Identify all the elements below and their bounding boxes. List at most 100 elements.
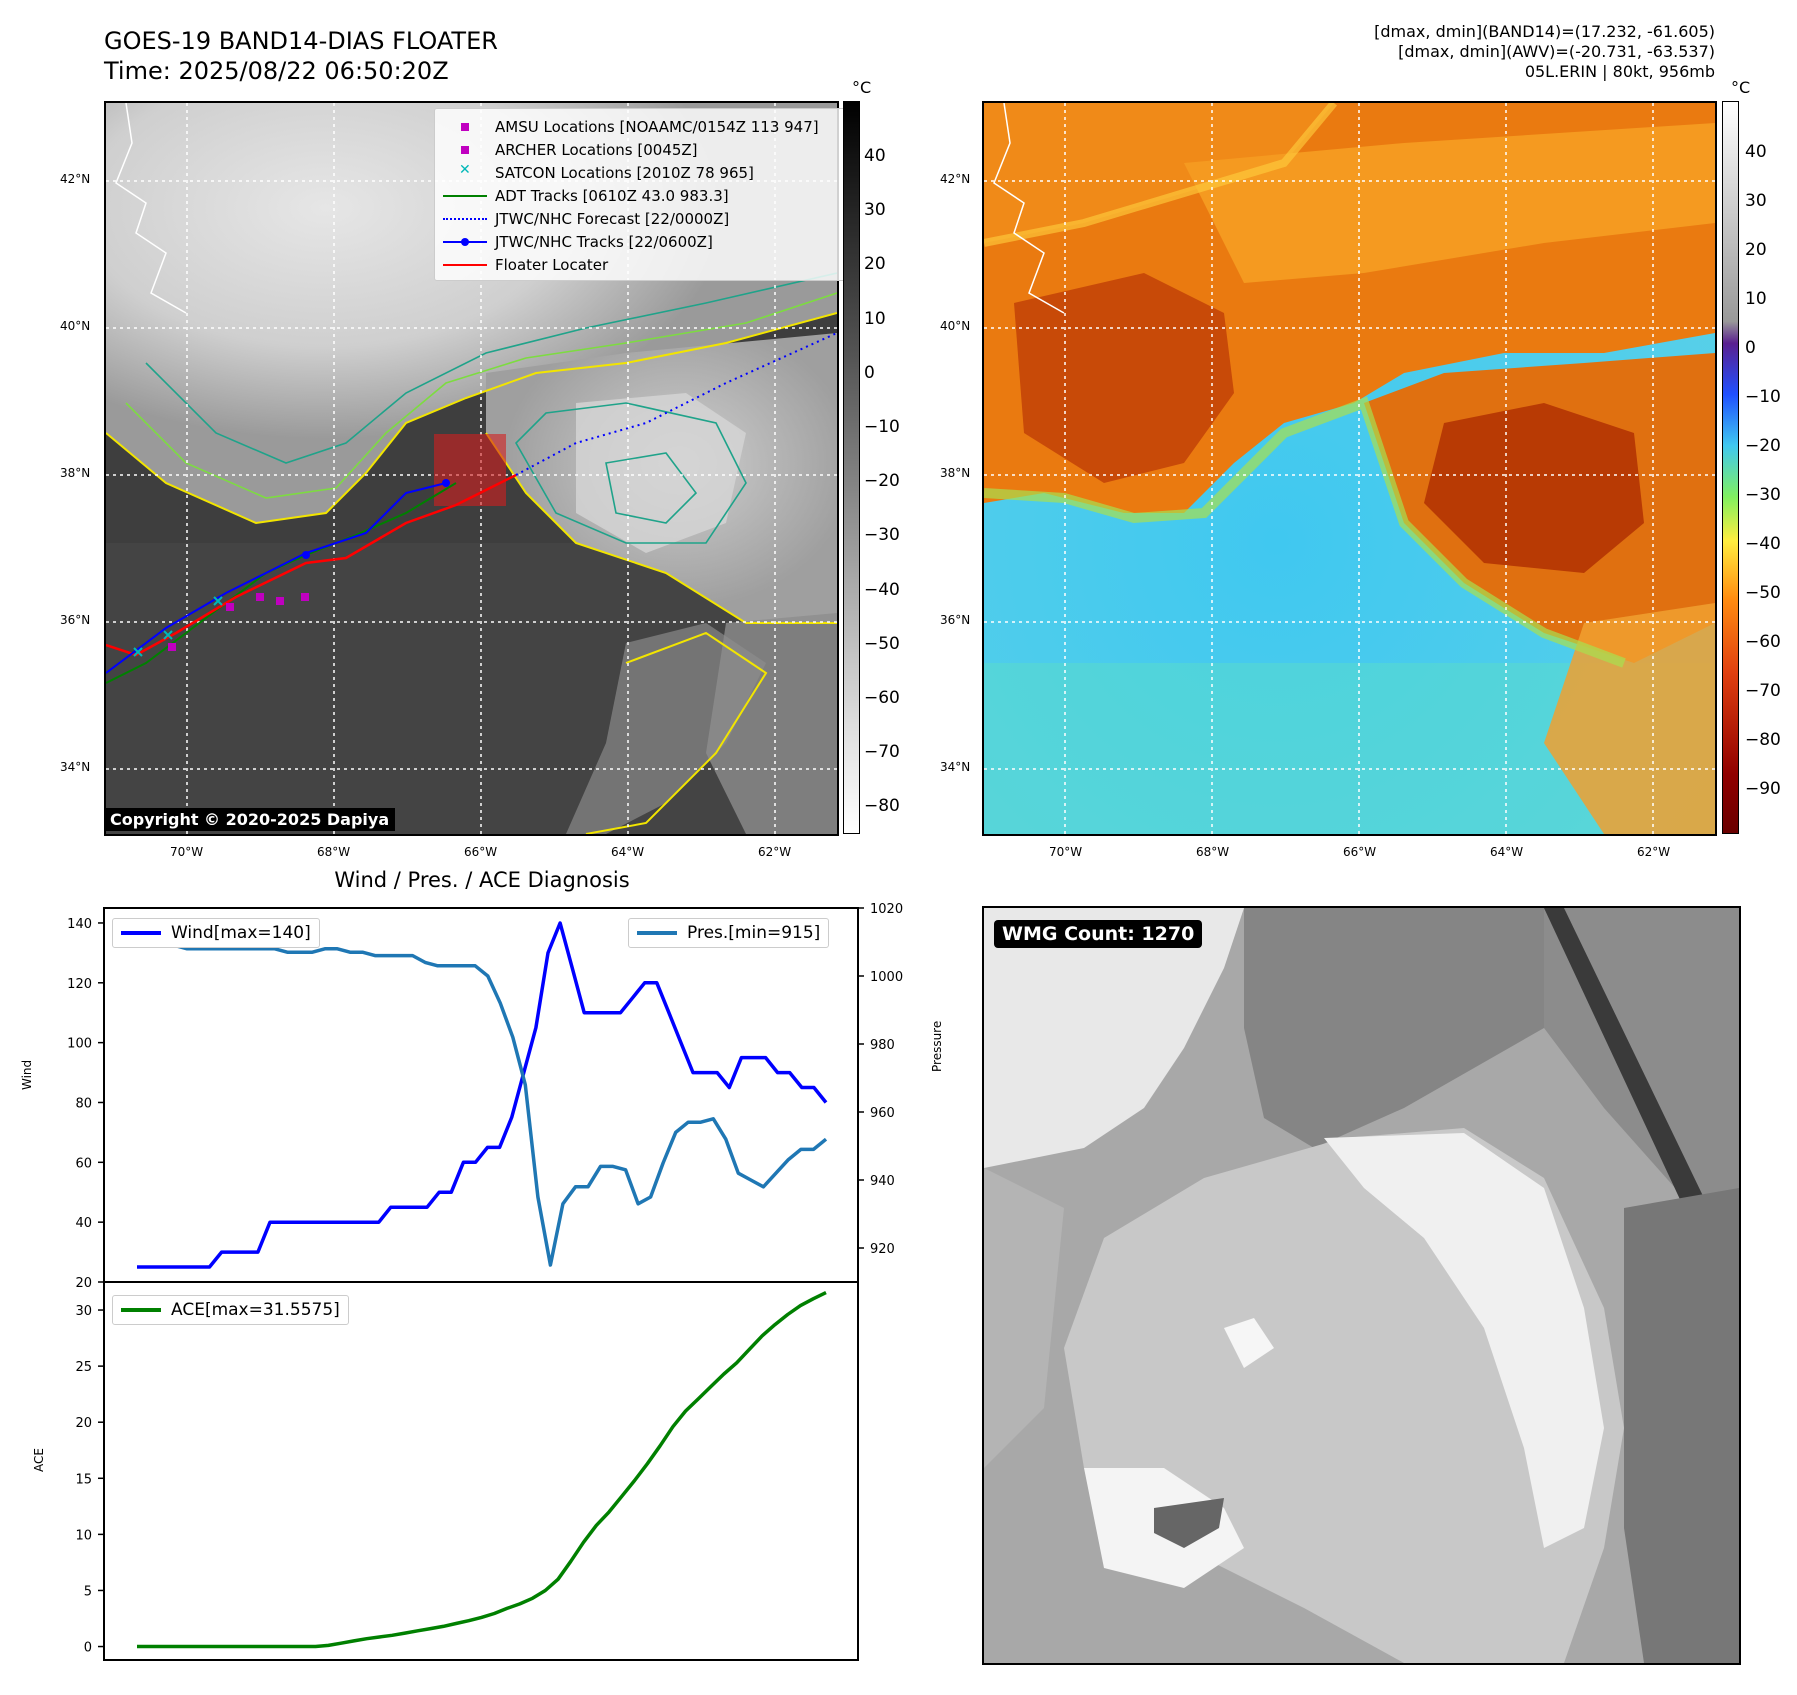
colorbar-tick-label: −10 [864,417,900,437]
lon-label: 68°W [1196,845,1230,859]
lat-label: 42°N [940,172,971,186]
colorbar-tick-label: 10 [1745,289,1767,309]
colorbar-tick-label: −70 [1745,681,1781,701]
colorbar-tick-label: 30 [864,200,886,221]
colorbar-tick-label: −50 [864,633,900,654]
colorbar-tick-label: −40 [1745,534,1781,554]
lat-label: 38°N [60,466,91,480]
pressure-tick-label: 1020 [870,902,903,917]
pressure-tick-label: 940 [870,1174,895,1189]
pressure-tick-label: 960 [870,1106,895,1121]
ace-tick-label: 10 [75,1528,92,1543]
legend-item: Floater Locater [443,253,835,276]
colorbar-tick-label: −60 [864,688,900,708]
lat-label: 40°N [60,319,91,333]
wind-tick-label: 140 [67,917,92,932]
lon-label: 70°W [1049,845,1083,859]
copyright-badge: Copyright © 2020-2025 Dapiya [104,808,396,831]
info-line1: [dmax, dmin](BAND14)=(17.232, -61.605) [1374,22,1715,41]
lon-label: 62°W [758,845,792,859]
info-block: [dmax, dmin](BAND14)=(17.232, -61.605) [… [1374,22,1715,82]
legend-item: ✕ SATCON Locations [2010Z 78 965] [459,161,754,182]
wind-legend: Wind[max=140] [112,918,320,948]
gray-colorbar-unit: °C [852,78,872,97]
lat-label: 36°N [60,613,91,627]
wmg-image [984,908,1739,1663]
colorbar-tick-label: −90 [1745,779,1781,799]
wind-tick-label: 100 [67,1037,92,1052]
lon-label: 66°W [1343,845,1377,859]
colorbar-tick-label: 40 [864,146,886,166]
colorbar-tick-label: −10 [1745,387,1781,407]
lat-label: 34°N [60,760,91,774]
ace-axes-frame [103,1281,859,1661]
pressure-tick-label: 1000 [870,970,903,985]
lat-label: 36°N [940,613,971,627]
ace-series-line [137,1291,827,1649]
colorbar-tick-label: −20 [864,471,900,492]
info-line2: [dmax, dmin](AWV)=(-20.731, -63.537) [1398,42,1715,61]
lon-label: 64°W [611,845,645,859]
lon-label: 68°W [317,845,351,859]
colorbar-tick-label: −80 [864,796,900,817]
colorbar-tick-label: −80 [1745,730,1781,750]
colorbar-tick-label: −60 [1745,632,1781,652]
legend-item: JTWC/NHC Tracks [22/0600Z] [443,230,835,253]
pressure-tick-label: 920 [870,1242,895,1257]
colorbar-tick-label: −50 [1745,583,1781,603]
ir-color-map [982,101,1717,836]
ace-tick-label: 15 [75,1472,92,1487]
ace-legend: ACE[max=31.5575] [112,1295,349,1325]
pressure-axis-label: Pressure [930,1020,944,1072]
colorbar-tick-label: 40 [1745,142,1767,162]
color-colorbar [1722,101,1739,834]
legend-item: ADT Tracks [0610Z 43.0 983.3] [443,184,835,207]
ace-tick-label: 5 [84,1584,92,1599]
gray-colorbar [843,101,860,834]
ace-tick-label: 25 [75,1360,92,1375]
colorbar-tick-label: 20 [1745,240,1767,260]
lat-label: 34°N [940,760,971,774]
colorbar-tick-label: −30 [864,525,900,546]
colorbar-tick-label: 10 [864,308,886,329]
wind-tick-label: 40 [75,1216,92,1231]
legend-item: JTWC/NHC Forecast [22/0000Z] [443,207,835,230]
colorbar-tick-label: 0 [1745,338,1756,358]
legend-item: ARCHER Locations [0045Z] [443,138,835,161]
colorbar-tick-label: −30 [1745,485,1781,505]
ace-tick-label: 20 [75,1416,92,1431]
map-legend: AMSU Locations [NOAAMC/0154Z 113 947] AR… [434,108,846,281]
lat-label: 40°N [940,319,971,333]
wind-tick-label: 20 [75,1276,92,1291]
wind-tick-label: 80 [75,1096,92,1111]
colorbar-tick-label: 20 [864,254,886,275]
wind-tick-label: 60 [75,1156,92,1171]
lat-label: 42°N [60,172,91,186]
colorbar-tick-label: −20 [1745,436,1781,456]
ace-tick-label: 30 [75,1304,92,1319]
info-line3: 05L.ERIN | 80kt, 956mb [1524,62,1715,81]
floater-box [434,434,506,506]
wmg-count-badge: WMG Count: 1270 [994,920,1203,948]
lon-label: 66°W [464,845,498,859]
pressure-legend: Pres.[min=915] [628,918,830,948]
pressure-series-line [137,923,828,1267]
wind-tick-label: 120 [67,977,92,992]
diagnosis-title: Wind / Pres. / ACE Diagnosis [334,868,630,892]
pressure-tick-label: 980 [870,1038,895,1053]
ace-axis-label: ACE [32,1448,46,1472]
colorbar-tick-label: 30 [1745,191,1767,211]
wind-series-line [137,921,828,1269]
lon-label: 64°W [1490,845,1524,859]
legend-item: AMSU Locations [NOAAMC/0154Z 113 947] [443,115,835,138]
color-colorbar-unit: °C [1731,78,1751,97]
colorbar-tick-label: −40 [864,579,900,600]
lon-label: 62°W [1637,845,1671,859]
lon-label: 70°W [170,845,204,859]
colorbar-tick-label: −70 [864,742,900,763]
title-line1: GOES-19 BAND14-DIAS FLOATER [104,27,498,55]
title-line2: Time: 2025/08/22 06:50:20Z [104,57,449,85]
wind-pressure-chart: 2040608010012014092094096098010001020051… [67,902,903,1661]
ir-color-map-image [984,103,1715,834]
wind-axes-frame [103,907,859,1283]
